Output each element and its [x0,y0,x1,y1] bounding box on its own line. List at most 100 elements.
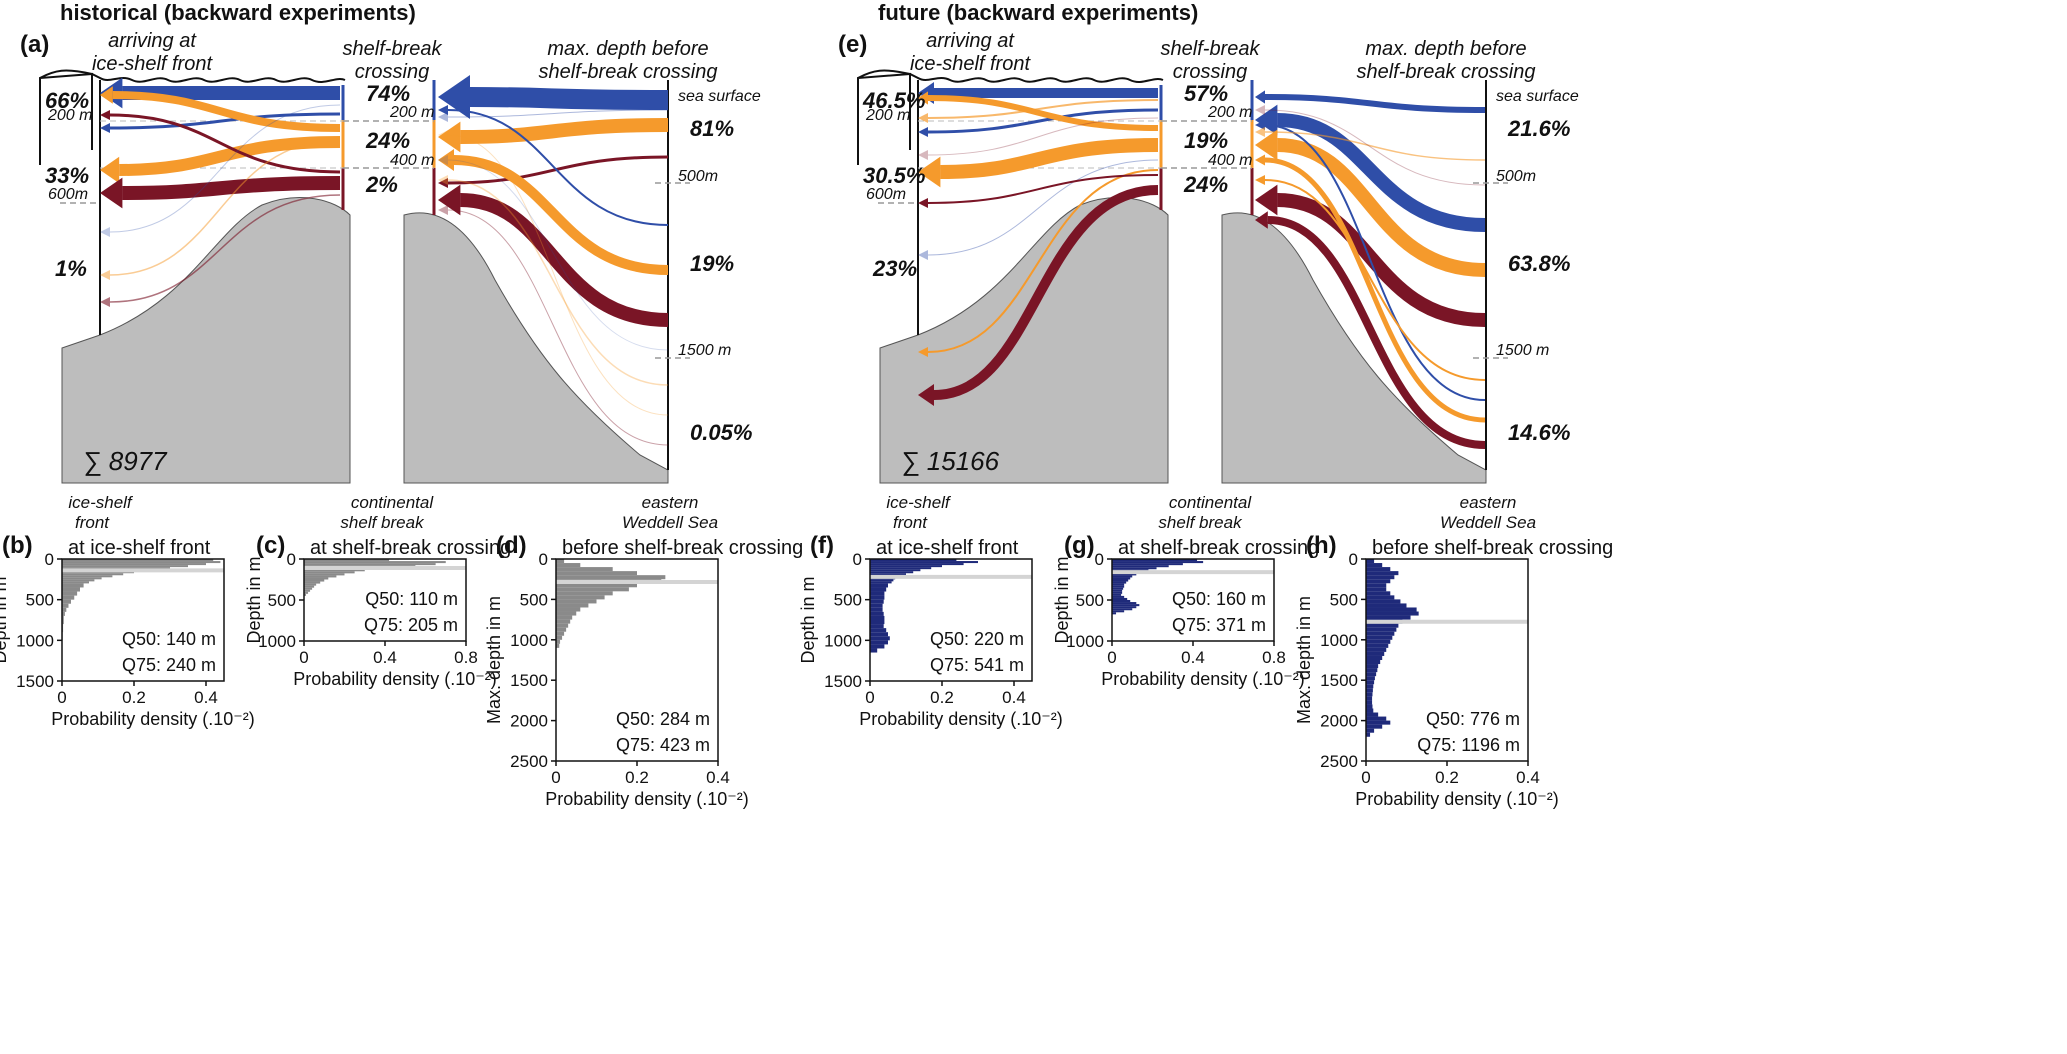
histogram-bar [304,593,307,596]
x-axis-label: Probability density (.10⁻²) [545,789,749,809]
front-pct-2: 33% [45,163,89,188]
trajectory-arrow [1264,179,1486,381]
histogram-bar [1366,635,1393,640]
histogram-bar [1112,581,1127,584]
break-depth-400: 400 m [1208,152,1252,169]
x-axis-label: Probability density (.10⁻²) [1355,789,1559,809]
histogram-bar [1112,589,1123,592]
arrow-head [1255,175,1265,185]
histogram-bar [870,624,884,629]
arrow-head [100,123,110,133]
arrow-head [1255,211,1268,229]
histogram-bar [1112,610,1125,613]
trajectory-arrow [460,193,669,327]
y-tick-label: 2500 [1320,752,1358,771]
panel-label: (h) [1306,532,1337,559]
arrow-head [918,347,928,357]
arrow-head [438,130,448,140]
x-tick-label: 0 [57,688,66,707]
histogram-bar [1112,604,1140,607]
trajectory-arrow [447,109,669,226]
histogram-bar [62,579,95,582]
q50-label: Q50: 776 m [1426,709,1520,729]
arrow-head [438,205,448,215]
schematic-historical: historical (backward experiments) (a) arri… [20,0,761,532]
column-title: future (backward experiments) [878,0,1198,25]
panel-label: (g) [1064,532,1095,559]
histogram-bar [870,620,885,625]
histogram-bar [1112,585,1125,588]
front-depth-600: 600m [48,186,88,203]
histogram-bar [870,648,878,653]
trajectory-arrow [1264,124,1486,401]
histogram-title: before shelf-break crossing [562,537,803,559]
histogram-bar [1366,672,1377,677]
histogram-bar [1366,668,1378,673]
histogram-bar [870,607,883,612]
histogram-bar [62,611,65,616]
histogram-bar [1366,688,1373,693]
histogram-bar [556,575,666,580]
histogram-bar [1366,595,1395,600]
histogram-bar [1366,571,1399,576]
histogram-bar [870,579,894,582]
panel-label: (a) [20,31,49,58]
y-tick-label: 1000 [824,631,862,650]
trajectory-arrow [1277,113,1486,232]
histogram-bar [556,627,567,632]
sea-surface-label: sea surface [678,88,761,105]
histogram-bar [304,579,325,582]
break-pct-1: 57% [1184,81,1228,106]
arrow-head [1255,120,1265,130]
trajectory-arrow [940,138,1159,179]
break-depth-400: 400 m [390,152,434,169]
arrow-head [438,121,461,153]
header-front-line2: ice-shelf front [92,53,213,75]
arrow-head [918,156,941,188]
histogram-bar [1366,643,1389,648]
histogram-bar [1112,567,1157,570]
histogram-bar [1112,559,1198,562]
trajectory-arrow [933,185,1159,400]
break-pct-2: 24% [365,128,410,153]
q50-label: Q50: 110 m [365,589,458,609]
x-tick-label: 0.2 [1435,768,1459,787]
histogram-bar [304,585,315,588]
panel-label: (e) [838,31,867,58]
histogram-title: at ice-shelf front [876,537,1019,559]
histogram-title: at shelf-break crossing [310,537,511,559]
trajectory-arrow [1264,157,1486,423]
y-tick-label: 0 [45,550,54,569]
histogram-bar [62,603,69,608]
histogram-bar [1366,639,1391,644]
y-tick-label: 500 [268,591,296,610]
y-axis-label: Depth in m [0,576,10,663]
front-pct-3: 1% [55,256,87,281]
arrow-head [438,178,448,188]
q75-label: Q75: 541 m [930,655,1024,675]
histogram-title: before shelf-break crossing [1372,537,1613,559]
location-front-line1: ice-shelf [68,493,134,512]
histogram-bar [1112,583,1125,586]
histogram-bar [556,607,581,612]
histogram-bar [870,567,932,570]
trajectory-arrow [109,113,341,174]
y-tick-label: 1500 [824,672,862,691]
location-break-line2: shelf break [1158,513,1243,532]
trajectory-count: ∑ 15166 [901,446,1000,476]
x-tick-label: 0 [1361,768,1370,787]
histogram-bar [1366,615,1411,620]
trajectory-arrow [447,179,669,386]
arrow-head [100,110,110,120]
trajectory-arrow [109,194,341,303]
histogram-bar [304,559,390,562]
histogram-bar [1112,593,1122,596]
histogram-bar [62,573,124,576]
histogram-bar [1112,563,1183,566]
histogram-bar [62,561,221,564]
x-tick-label: 0.4 [194,688,218,707]
histogram-bar [1366,724,1383,729]
histogram-bar [304,581,321,584]
histogram-bar [870,599,884,604]
